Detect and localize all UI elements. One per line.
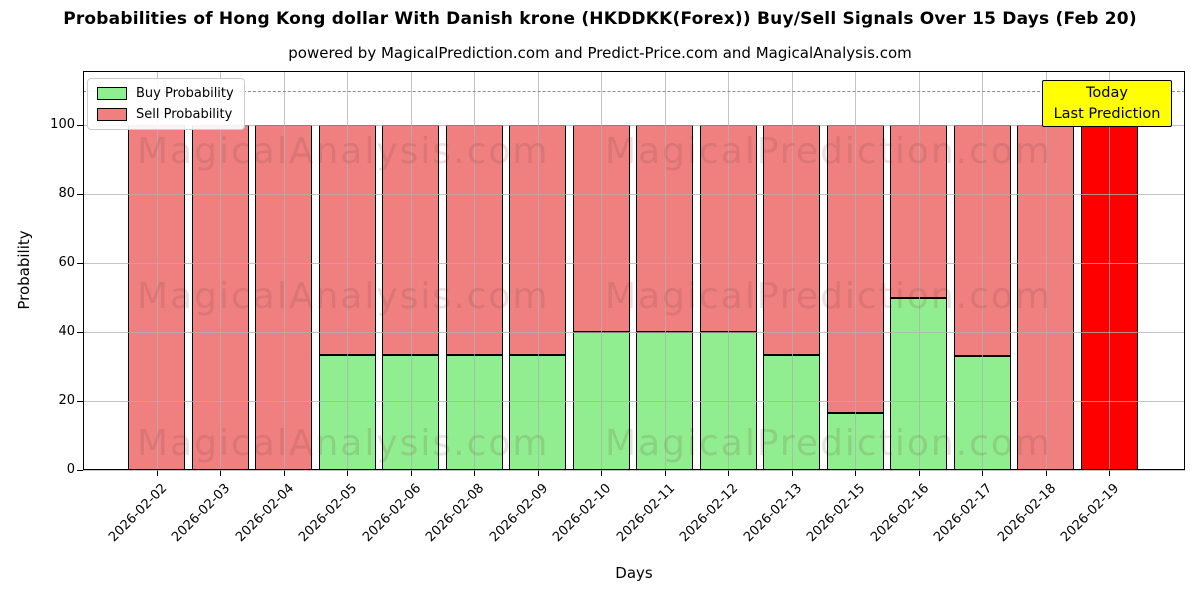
y-tick-label: 80	[58, 186, 75, 201]
plot-area: MagicalAnalysis.com MagicalPrediction.com…	[83, 71, 1185, 471]
x-tick-mark	[220, 470, 222, 476]
v-gridline	[855, 71, 856, 470]
x-tick-mark	[664, 470, 666, 476]
x-tick-label: 2026-02-15	[804, 481, 869, 546]
today-annotation-line2: Last Prediction	[1053, 105, 1161, 122]
watermark-prediction: MagicalPrediction.com	[605, 276, 1052, 317]
v-gridline	[1109, 71, 1110, 470]
x-tick-mark	[410, 470, 412, 476]
x-tick-label: 2026-02-05	[296, 481, 361, 546]
watermark-analysis: MagicalAnalysis.com	[137, 276, 550, 317]
x-tick-label: 2026-02-03	[169, 481, 234, 546]
x-tick-label: 2026-02-18	[995, 481, 1060, 546]
v-gridline	[1045, 71, 1047, 470]
sell-swatch-icon	[97, 108, 127, 121]
v-gridline	[283, 71, 285, 470]
h-gridline	[83, 194, 1185, 195]
grid-layer	[83, 71, 1185, 471]
chart-subtitle: powered by MagicalPrediction.com and Pre…	[288, 44, 912, 62]
x-tick-mark	[347, 470, 349, 476]
x-tick-mark	[537, 470, 539, 476]
legend-sell-label: Sell Probability	[136, 107, 233, 122]
x-tick-label: 2026-02-02	[106, 481, 171, 546]
y-tick-label: 60	[58, 255, 75, 270]
x-tick-mark	[1109, 470, 1111, 476]
v-gridline	[601, 71, 602, 470]
x-tick-mark	[855, 470, 857, 476]
x-tick-label: 2026-02-13	[741, 481, 806, 546]
y-tick-label: 0	[66, 462, 75, 477]
y-tick-mark	[77, 125, 83, 127]
v-gridline	[791, 71, 793, 470]
watermark-prediction: MagicalPrediction.com	[605, 131, 1052, 172]
v-gridline	[474, 71, 475, 470]
x-tick-mark	[156, 470, 158, 476]
legend-row-buy: Buy Probability	[97, 86, 234, 101]
x-tick-label: 2026-02-11	[614, 481, 679, 546]
x-tick-label: 2026-02-19	[1058, 481, 1123, 546]
y-tick-mark	[77, 263, 83, 265]
buy-swatch-icon	[97, 87, 127, 100]
x-tick-mark	[982, 470, 984, 476]
h-gridline	[83, 332, 1185, 333]
x-tick-label: 2026-02-09	[487, 481, 552, 546]
legend-buy-label: Buy Probability	[136, 86, 234, 101]
x-tick-mark	[918, 470, 920, 476]
v-gridline	[537, 71, 539, 470]
watermark-prediction: MagicalPrediction.com	[605, 423, 1052, 464]
watermark-analysis: MagicalAnalysis.com	[137, 423, 550, 464]
legend-row-sell: Sell Probability	[97, 107, 234, 122]
x-tick-mark	[728, 470, 730, 476]
y-tick-mark	[77, 332, 83, 334]
h-gridline	[83, 470, 1185, 471]
legend: Buy Probability Sell Probability	[87, 78, 245, 130]
v-gridline	[918, 71, 920, 470]
v-gridline	[728, 71, 729, 470]
x-tick-label: 2026-02-10	[550, 481, 615, 546]
y-tick-mark	[77, 194, 83, 196]
x-tick-label: 2026-02-08	[423, 481, 488, 546]
chart-title: Probabilities of Hong Kong dollar With D…	[63, 9, 1137, 29]
dashed-threshold-line	[83, 90, 1185, 92]
v-gridline	[982, 71, 983, 470]
v-gridline	[156, 71, 158, 470]
h-gridline	[83, 263, 1185, 264]
v-gridline	[220, 71, 221, 470]
x-tick-label: 2026-02-17	[931, 481, 996, 546]
v-gridline	[347, 71, 348, 470]
y-tick-mark	[77, 401, 83, 403]
x-tick-label: 2026-02-16	[868, 481, 933, 546]
x-tick-label: 2026-02-06	[360, 481, 425, 546]
y-tick-mark	[77, 470, 83, 472]
h-gridline	[83, 401, 1185, 402]
h-gridline	[83, 125, 1185, 126]
y-tick-label: 40	[58, 324, 75, 339]
x-tick-label: 2026-02-04	[233, 481, 298, 546]
x-tick-mark	[791, 470, 793, 476]
x-tick-mark	[1045, 470, 1047, 476]
watermark-layer: MagicalAnalysis.com MagicalPrediction.com…	[83, 71, 1185, 470]
x-tick-label: 2026-02-12	[677, 481, 742, 546]
x-axis-label: Days	[615, 564, 653, 582]
today-annotation-line1: Today	[1086, 85, 1128, 102]
x-tick-mark	[601, 470, 603, 476]
x-tick-mark	[474, 470, 476, 476]
y-tick-label: 20	[58, 393, 75, 408]
watermark-analysis: MagicalAnalysis.com	[137, 131, 550, 172]
v-gridline	[410, 71, 412, 470]
y-tick-label: 100	[50, 117, 75, 132]
today-annotation-box: Today Last Prediction	[1042, 80, 1172, 127]
v-gridline	[664, 71, 666, 470]
x-tick-mark	[283, 470, 285, 476]
